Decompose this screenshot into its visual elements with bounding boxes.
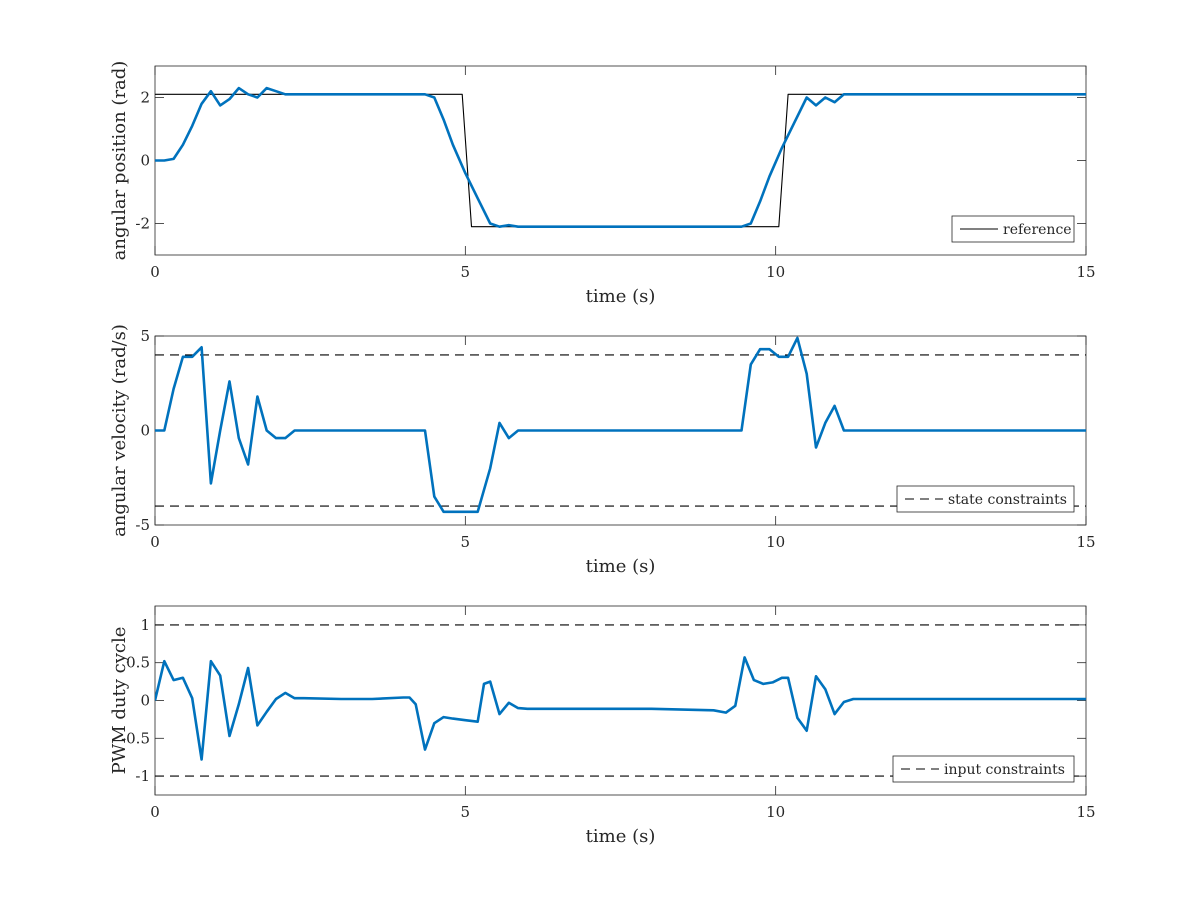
x-axis-label: time (s) [586, 286, 656, 307]
y-tick-label: 0 [140, 692, 150, 710]
x-tick-label: 15 [1076, 803, 1095, 821]
axes-box [154, 65, 1087, 256]
x-tick-label: 15 [1076, 263, 1095, 281]
y-tick-label: 2 [140, 89, 150, 107]
legend-box [892, 755, 1075, 783]
x-tick-label: 10 [766, 803, 785, 821]
x-tick-label: 0 [150, 803, 160, 821]
y-axis-label: angular position (rad) [109, 61, 130, 261]
x-tick-label: 0 [150, 263, 160, 281]
y-axis-label: angular velocity (rad/s) [109, 324, 130, 537]
y-tick-label: 0 [140, 422, 150, 440]
x-tick-label: 5 [461, 533, 471, 551]
series-response [155, 86, 1086, 228]
legend: input constraints [892, 755, 1075, 783]
y-tick-label: 0 [140, 152, 150, 170]
y-axis-label: PWM duty cycle [109, 627, 130, 775]
y-tick-label: 1 [140, 616, 150, 634]
legend: state constraints [896, 485, 1075, 513]
x-tick-label: 15 [1076, 533, 1095, 551]
y-tick-label: 0.5 [126, 654, 150, 672]
x-tick-label: 0 [150, 533, 160, 551]
subplot-3: 0 5 10 15 -1 -0.5 0 0.5 1 time (s) PWM duty cycle i… [109, 605, 1096, 847]
y-tick-label: -5 [135, 516, 150, 534]
x-tick-label: 10 [766, 533, 785, 551]
series-response [155, 336, 1086, 514]
y-tick-label: -2 [135, 215, 150, 233]
y-tick-label: -1 [135, 767, 150, 785]
x-axis-label: time (s) [586, 556, 656, 577]
x-axis-label: time (s) [586, 826, 656, 847]
legend-label: reference [1003, 222, 1072, 238]
y-tick-label: -0.5 [121, 729, 150, 747]
legend-label: input constraints [944, 762, 1065, 778]
legend: reference [951, 215, 1075, 243]
series-response [155, 656, 1086, 761]
x-tick-label: 5 [461, 803, 471, 821]
x-tick-label: 10 [766, 263, 785, 281]
y-tick-label: 5 [140, 327, 150, 345]
subplot-1: 0 5 10 15 -2 0 2 time (s) angular position (rad)… [109, 61, 1096, 307]
x-tick-label: 5 [461, 263, 471, 281]
legend-label: state constraints [948, 492, 1067, 508]
